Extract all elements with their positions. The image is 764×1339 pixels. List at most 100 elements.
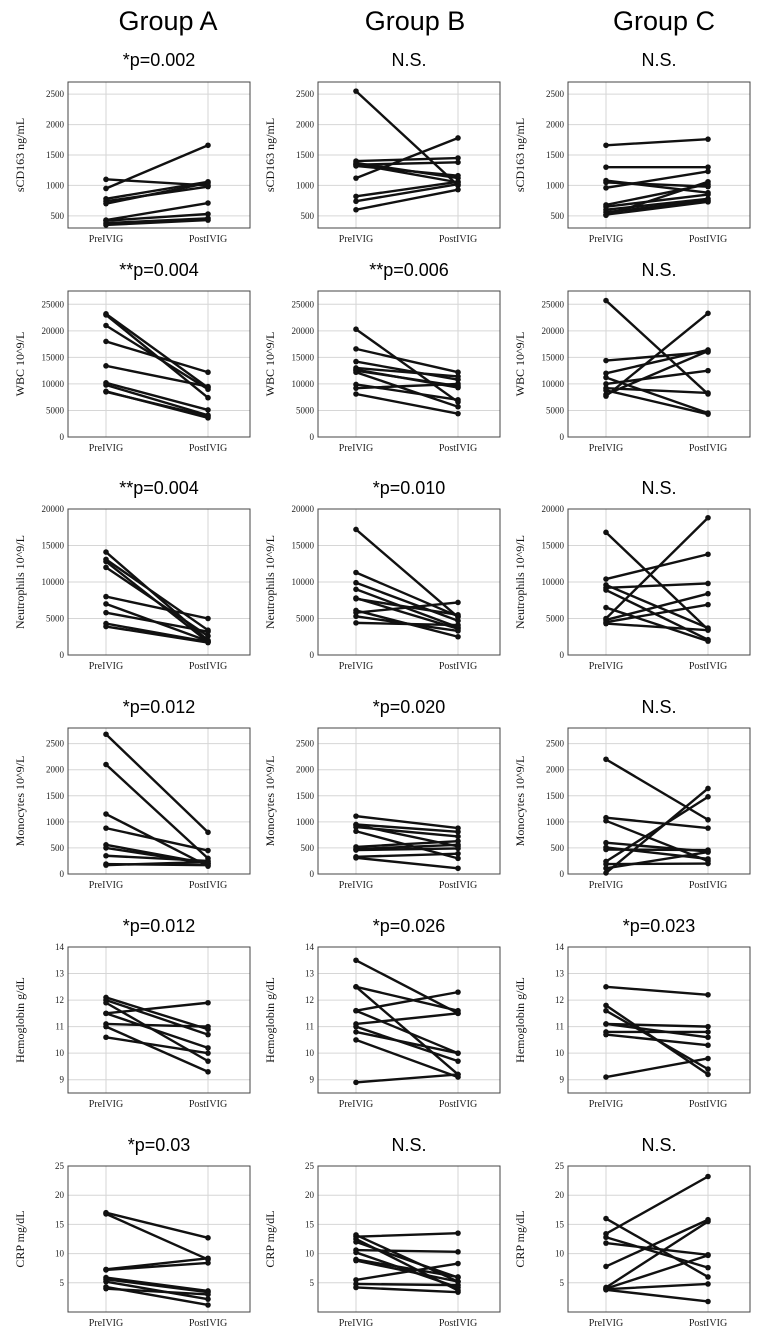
series-line-4 bbox=[354, 1240, 460, 1279]
data-point-pre bbox=[103, 312, 109, 318]
series-line-8 bbox=[604, 197, 710, 211]
data-point-post bbox=[205, 829, 211, 836]
series-line-1 bbox=[104, 996, 210, 1031]
panel-hemoglobin-1: *p=0.012 9 10 11 12 13 14 PreIVIG PostIVIG Hemogl… bbox=[13, 916, 251, 1110]
data-point-post bbox=[705, 1298, 711, 1305]
data-point-post bbox=[455, 1289, 461, 1295]
series-line-7 bbox=[104, 383, 210, 417]
data-point-post bbox=[705, 514, 711, 521]
y-tick-label: 2500 bbox=[46, 89, 65, 99]
data-point-pre bbox=[353, 1079, 359, 1086]
plot-frame bbox=[67, 290, 251, 438]
data-point-post bbox=[455, 181, 461, 187]
data-point-pre bbox=[603, 865, 609, 872]
panel-pvalue: *p=0.012 bbox=[123, 697, 196, 717]
plot-frame bbox=[67, 81, 251, 229]
data-point-pre bbox=[103, 852, 109, 859]
y-tick-label: 11 bbox=[555, 1022, 564, 1032]
x-tick-label: PostIVIG bbox=[189, 880, 227, 891]
data-point-pre bbox=[103, 564, 109, 571]
y-tick-label: 500 bbox=[51, 843, 65, 853]
plot-frame bbox=[67, 508, 251, 656]
y-tick-label: 20000 bbox=[42, 326, 65, 336]
x-tick-label: PreIVIG bbox=[89, 880, 123, 891]
panel-pvalue: **p=0.004 bbox=[119, 260, 199, 280]
y-tick-label: 10 bbox=[55, 1048, 65, 1058]
x-tick-label: PostIVIG bbox=[439, 1099, 477, 1110]
data-point-post bbox=[705, 390, 711, 396]
data-point-pre bbox=[353, 88, 359, 94]
data-point-pre bbox=[103, 338, 109, 345]
series-line-3 bbox=[104, 1257, 210, 1271]
data-point-post bbox=[205, 999, 211, 1006]
y-tick-label: 10000 bbox=[42, 577, 65, 587]
y-tick-label: 5000 bbox=[546, 405, 565, 415]
y-axis-label: Neutrophils 10^9/L bbox=[263, 535, 277, 629]
series-line-9 bbox=[354, 1262, 460, 1282]
series-line-7 bbox=[604, 193, 710, 208]
data-point-pre bbox=[103, 222, 109, 228]
data-point-post bbox=[455, 989, 461, 995]
x-tick-label: PostIVIG bbox=[439, 661, 477, 672]
data-point-post bbox=[705, 785, 711, 792]
series-line-4 bbox=[354, 366, 460, 378]
x-tick-label: PostIVIG bbox=[189, 1318, 227, 1329]
data-point-post bbox=[705, 1023, 711, 1030]
y-tick-label: 20 bbox=[55, 1190, 65, 1200]
data-point-post bbox=[455, 1274, 461, 1280]
series-line-2 bbox=[104, 1212, 210, 1261]
data-point-pre bbox=[103, 176, 109, 183]
series-line-3 bbox=[604, 1236, 710, 1269]
data-point-pre bbox=[353, 847, 359, 853]
data-point-pre bbox=[353, 595, 359, 602]
panel-neutrophils-1: **p=0.004 0 5000 10000 15000 20000 PreIVIG Post… bbox=[13, 478, 251, 672]
y-tick-label: 14 bbox=[555, 942, 565, 952]
x-tick-label: PreIVIG bbox=[589, 661, 623, 672]
series-line-10 bbox=[604, 622, 710, 632]
data-point-post bbox=[205, 1031, 211, 1038]
data-point-post bbox=[455, 1249, 461, 1255]
panel-pvalue: N.S. bbox=[641, 1135, 676, 1155]
plot-frame bbox=[317, 727, 501, 875]
series-line-7 bbox=[354, 1258, 460, 1279]
data-point-pre bbox=[353, 385, 359, 391]
y-tick-label: 10000 bbox=[542, 577, 565, 587]
series-line-4 bbox=[104, 1001, 210, 1015]
data-point-pre bbox=[603, 604, 609, 611]
panel-pvalue: N.S. bbox=[391, 1135, 426, 1155]
y-tick-label: 5000 bbox=[46, 405, 65, 415]
y-tick-label: 500 bbox=[301, 843, 315, 853]
data-point-post bbox=[705, 590, 711, 597]
series-line-4 bbox=[104, 340, 210, 374]
data-point-post bbox=[705, 825, 711, 831]
data-point-post bbox=[455, 1071, 461, 1078]
panel-pvalue: *p=0.002 bbox=[123, 50, 196, 70]
y-tick-label: 0 bbox=[560, 432, 565, 442]
data-point-post bbox=[705, 551, 711, 558]
series-line-1 bbox=[604, 299, 710, 396]
y-axis-label: sCD163 ng/mL bbox=[263, 118, 277, 192]
data-point-post bbox=[205, 407, 211, 413]
data-point-post bbox=[205, 628, 211, 635]
series-line-9 bbox=[354, 852, 460, 858]
series-line-10 bbox=[604, 200, 710, 216]
data-point-pre bbox=[603, 164, 609, 170]
y-axis-label: Hemoglobin g/dL bbox=[263, 977, 277, 1063]
x-tick-label: PreIVIG bbox=[89, 1099, 123, 1110]
series-line-9 bbox=[354, 392, 460, 415]
panel-pvalue: *p=0.03 bbox=[128, 1135, 191, 1155]
y-tick-label: 1500 bbox=[46, 791, 65, 801]
data-point-post bbox=[205, 1050, 211, 1056]
series-line-6 bbox=[604, 848, 710, 852]
x-tick-label: PreIVIG bbox=[589, 443, 623, 454]
data-point-post bbox=[455, 384, 461, 391]
data-point-pre bbox=[103, 389, 109, 395]
data-point-post bbox=[205, 1235, 211, 1241]
panel-crp-2: N.S. 5 10 15 20 25 PreIVIG PostIVIG CRP mg/dL bbox=[263, 1135, 501, 1329]
y-tick-label: 5000 bbox=[46, 614, 65, 624]
data-point-post bbox=[205, 1260, 211, 1266]
y-tick-label: 0 bbox=[310, 650, 315, 660]
data-point-pre bbox=[603, 1002, 609, 1009]
y-axis-label: Hemoglobin g/dL bbox=[13, 977, 27, 1063]
y-tick-label: 0 bbox=[60, 650, 65, 660]
